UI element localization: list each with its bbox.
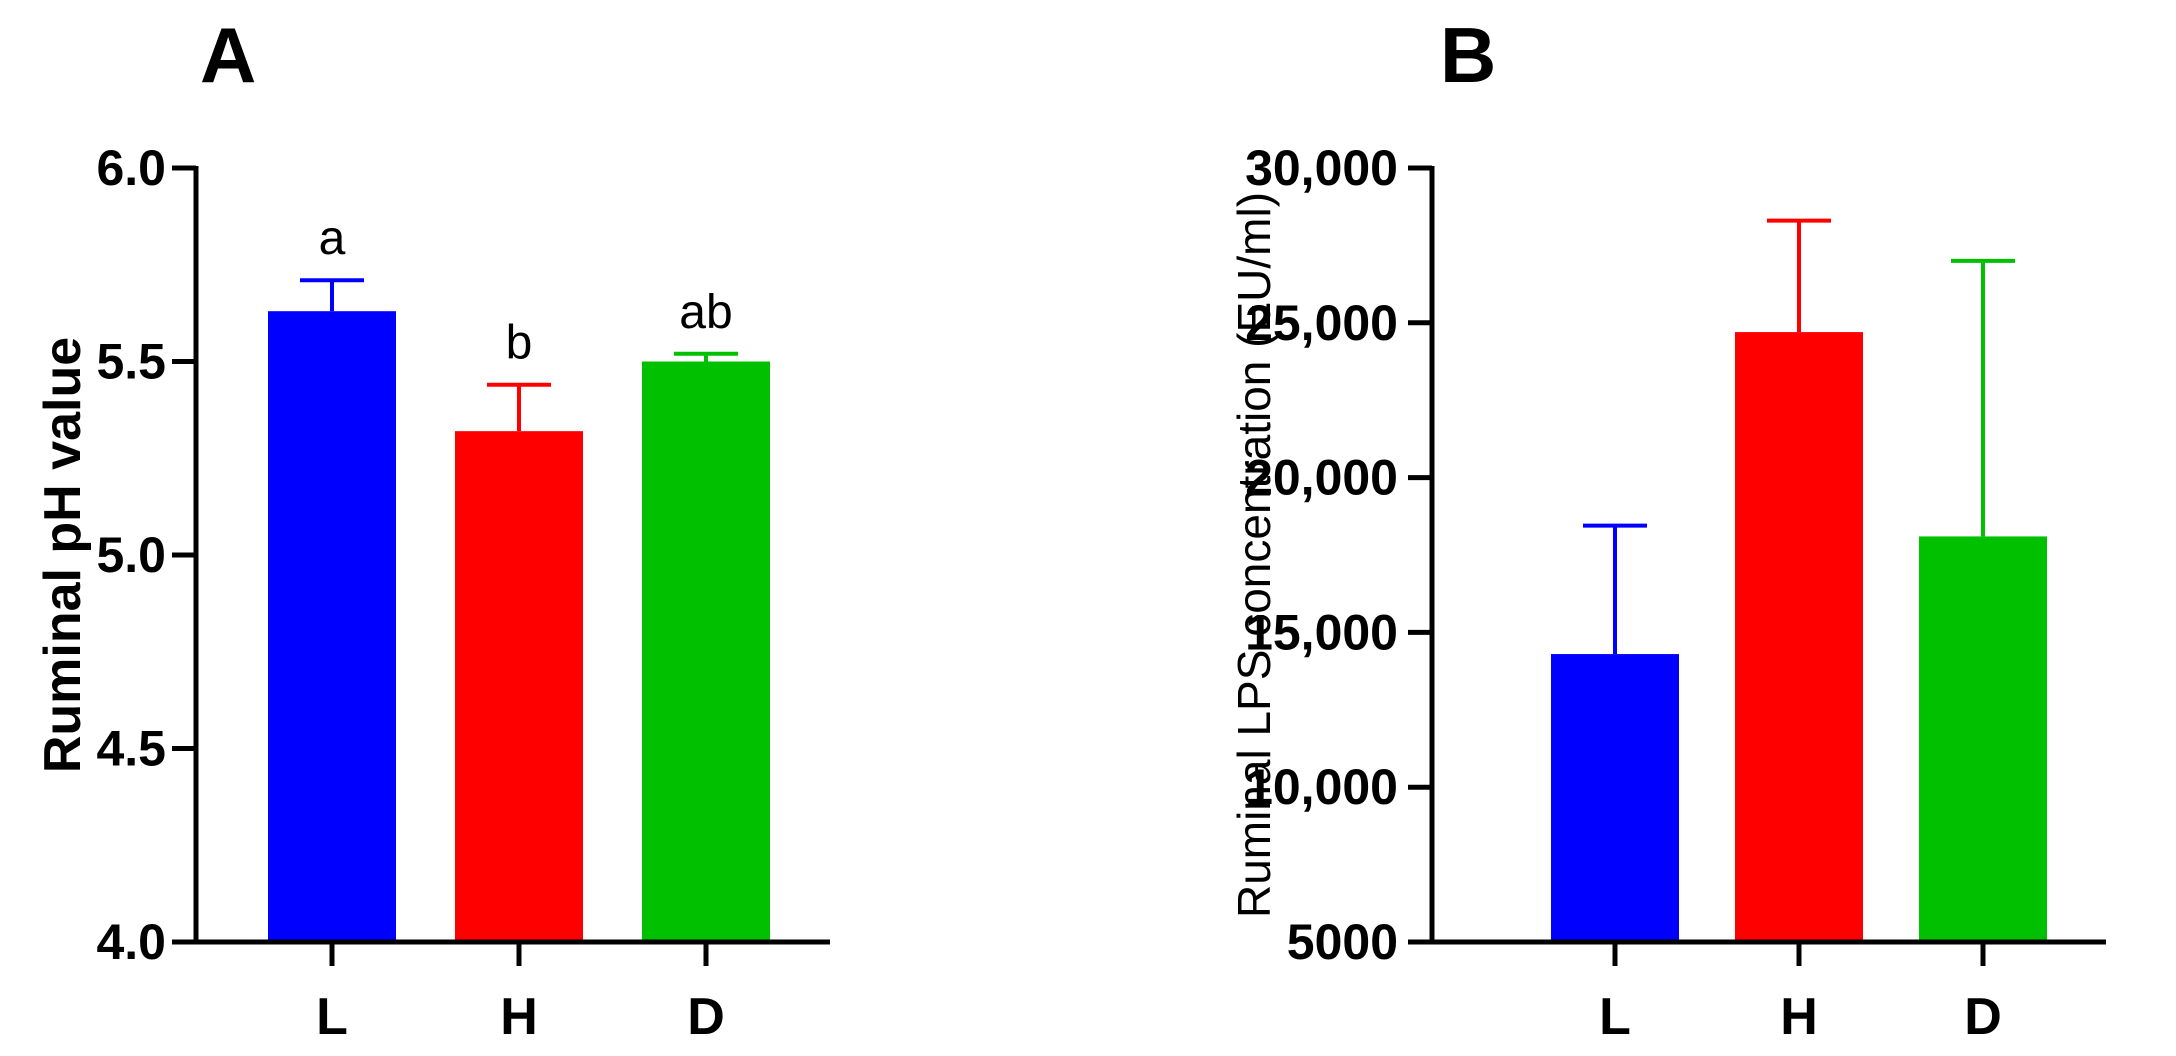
bar-b-H — [1735, 332, 1863, 942]
x-tick-label-a-L: L — [316, 988, 348, 1046]
x-tick-label-a-D: D — [687, 988, 725, 1046]
x-tick-label-b-D: D — [1964, 988, 2002, 1046]
x-tick-label-b-L: L — [1599, 988, 1631, 1046]
y-tick-label-b-4: 25,000 — [1245, 295, 1398, 351]
y-tick-label-b-1: 10,000 — [1245, 759, 1398, 815]
panel-b-chart: B Ruminal LPS concentration (EU/ml) L H D 500… — [1228, 11, 2106, 1046]
significance-letter-a-D: ab — [679, 286, 732, 339]
y-tick-label-a-4: 6.0 — [96, 140, 166, 196]
panel-a-chart: A Ruminal pH value a Lb Hab D 4.0 4.5 5.0 5.5 6.0 — [34, 11, 830, 1046]
error-bar-b-L — [1583, 523, 1647, 655]
bar-b-L — [1551, 654, 1679, 942]
bar-b-D — [1919, 536, 2047, 942]
y-tick-label-a-0: 4.0 — [96, 914, 166, 970]
error-bar-b-H — [1767, 218, 1831, 333]
bar-a-L — [268, 311, 396, 942]
error-bar-a-H — [487, 382, 551, 432]
y-tick-label-b-2: 15,000 — [1245, 604, 1398, 660]
bar-a-D — [642, 361, 770, 942]
y-tick-label-b-3: 20,000 — [1245, 450, 1398, 506]
panel-label-a: A — [200, 11, 256, 99]
y-tick-label-b-0: 5000 — [1287, 914, 1398, 970]
y-axis-label-b: Ruminal LPS concentration (EU/ml) — [1228, 192, 1280, 918]
error-bar-a-L — [300, 278, 364, 312]
y-tick-label-a-3: 5.5 — [96, 334, 166, 390]
y-axis-label-a: Ruminal pH value — [34, 337, 92, 773]
significance-letter-a-H: b — [506, 317, 533, 370]
x-tick-label-b-H: H — [1780, 988, 1818, 1046]
error-bar-a-D — [674, 351, 738, 362]
x-tick-label-a-H: H — [500, 988, 538, 1046]
y-tick-label-a-2: 5.0 — [96, 527, 166, 583]
y-tick-label-b-5: 30,000 — [1245, 140, 1398, 196]
significance-letter-a-L: a — [319, 212, 346, 265]
y-tick-label-a-1: 4.5 — [96, 721, 166, 777]
panel-label-b: B — [1440, 11, 1496, 99]
bar-a-H — [455, 431, 583, 942]
error-bar-b-D — [1951, 258, 2015, 537]
